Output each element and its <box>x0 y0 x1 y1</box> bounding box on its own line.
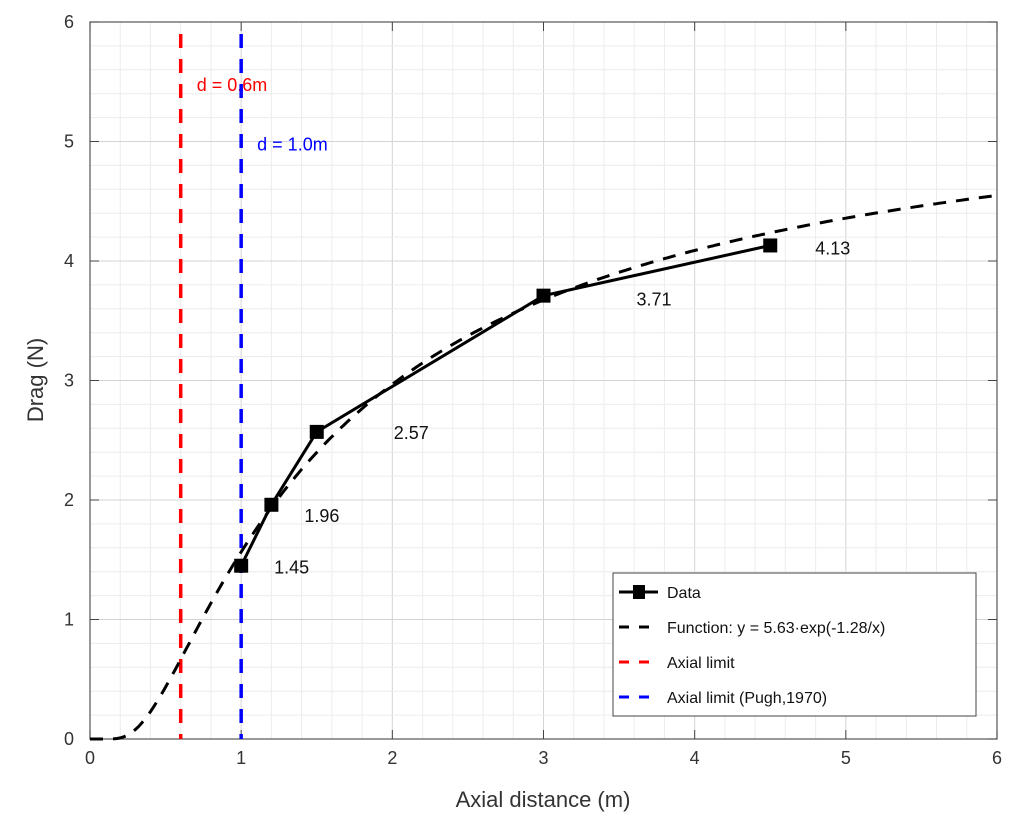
legend-label: Axial limit (Pugh,1970) <box>667 690 827 707</box>
legend-box <box>612 572 977 717</box>
data-point <box>536 288 551 303</box>
legend-item-data: Data <box>619 585 701 602</box>
data-label: 2.57 <box>394 423 429 443</box>
legend-label: Axial limit <box>667 655 735 672</box>
legend-item-axial-limit: Axial limit <box>619 655 735 672</box>
legend-label: Data <box>667 585 701 602</box>
data-label: 1.45 <box>274 558 309 578</box>
axial-limit-annotation: d = 0.6m <box>197 75 268 95</box>
y-tick-label: 6 <box>64 12 74 32</box>
x-tick-label: 4 <box>690 748 700 768</box>
y-tick-label: 2 <box>64 490 74 510</box>
data-label: 4.13 <box>815 238 850 258</box>
legend-item-function: Function: y = 5.63·exp(-1.28/x) <box>619 620 885 637</box>
legend-item-axial-limit-pugh: Axial limit (Pugh,1970) <box>619 690 827 707</box>
x-tick-label: 0 <box>85 748 95 768</box>
y-tick-label: 0 <box>64 729 74 749</box>
data-point <box>234 558 249 573</box>
data-point <box>309 424 324 439</box>
x-axis-label: Axial distance (m) <box>456 787 631 812</box>
data-point <box>763 238 778 253</box>
legend-label: Function: y = 5.63·exp(-1.28/x) <box>667 620 885 637</box>
x-tick-label: 6 <box>992 748 1002 768</box>
x-tick-label: 5 <box>841 748 851 768</box>
y-tick-label: 5 <box>64 132 74 152</box>
y-tick-label: 4 <box>64 251 74 271</box>
axes: 0 1 2 3 4 5 6 0 1 2 3 4 5 6 <box>64 12 1002 768</box>
data-label: 3.71 <box>637 290 672 310</box>
y-tick-label: 3 <box>64 371 74 391</box>
x-tick-label: 3 <box>538 748 548 768</box>
y-tick-label: 1 <box>64 610 74 630</box>
legend: Data Function: y = 5.63·exp(-1.28/x) Axi… <box>612 572 977 717</box>
data-point <box>264 497 279 512</box>
x-tick-label: 1 <box>236 748 246 768</box>
y-axis-label: Drag (N) <box>23 338 48 422</box>
axial-limit-pugh-annotation: d = 1.0m <box>257 135 328 155</box>
data-label: 1.96 <box>304 506 339 526</box>
x-tick-label: 2 <box>387 748 397 768</box>
series: d = 0.6m d = 1.0m 1.45 1.96 2.57 3.71 4.13 <box>90 34 998 741</box>
